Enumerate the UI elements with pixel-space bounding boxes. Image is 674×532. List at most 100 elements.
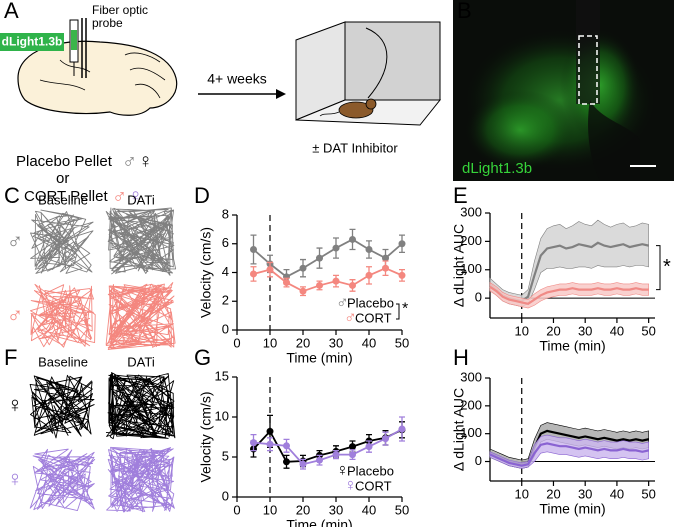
schematic: dLight1.3b Fiber optic probe 4+ weeks ± … <box>0 4 442 207</box>
x-tick-label: 40 <box>610 323 624 338</box>
y-tick-label: 5 <box>222 448 229 463</box>
point <box>266 427 274 435</box>
y-tick-label: 100 <box>460 425 482 440</box>
x-tick-label: 50 <box>641 486 655 501</box>
syringe-fill <box>71 30 77 50</box>
panel-label: A <box>4 0 19 23</box>
x-tick-label: 20 <box>296 335 310 350</box>
histology-label: dLight1.3b <box>462 160 532 177</box>
x-axis-title: Time (min) <box>539 338 605 354</box>
or-label: or <box>56 170 69 187</box>
y-tick-label: 300 <box>460 369 482 384</box>
chart: 0 100 200 300 10 20 30 40 50 Time (min) Δ dLight A… <box>451 204 671 353</box>
point <box>250 246 257 253</box>
sex-symbol: ♀ <box>7 466 24 491</box>
line <box>252 238 403 278</box>
point <box>349 451 356 459</box>
treatment-label: ± DAT Inhibitor <box>312 140 398 155</box>
point <box>365 443 373 451</box>
y-tick-label: 200 <box>460 397 482 412</box>
y-tick-label: 0 <box>475 453 482 468</box>
significance-bracket <box>656 245 661 291</box>
point <box>316 254 323 262</box>
virus-label: dLight1.3b <box>2 35 63 49</box>
point <box>349 281 356 289</box>
panel-label: C <box>4 183 20 208</box>
column-label: Baseline <box>38 192 88 207</box>
sex-symbol: ♀ <box>138 150 153 172</box>
x-tick-label: 10 <box>263 335 277 350</box>
panel-label: E <box>453 183 468 208</box>
column-label: DATi <box>127 354 155 369</box>
x-tick-label: 40 <box>362 502 376 517</box>
point <box>382 435 389 443</box>
placebo-label: Placebo Pellet <box>16 153 113 170</box>
line <box>489 442 649 467</box>
x-tick-label: 30 <box>329 502 343 517</box>
x-tick-label: 0 <box>233 335 240 350</box>
sex-symbol: ♂ <box>112 185 127 207</box>
line <box>253 428 403 466</box>
x-tick-label: 50 <box>395 502 409 517</box>
x-axis-title: Time (min) <box>539 501 605 517</box>
point <box>382 254 389 262</box>
track <box>29 448 96 512</box>
x-tick-label: 40 <box>610 486 624 501</box>
point <box>365 271 373 279</box>
point <box>316 456 323 464</box>
legend-label: CORT <box>355 310 392 325</box>
legend-symbol: ♂ <box>344 307 357 326</box>
significance-bracket <box>396 303 400 320</box>
y-axis-title: Velocity (cm/s) <box>198 391 214 482</box>
x-axis-title: Time (min) <box>286 350 352 366</box>
point <box>299 264 307 272</box>
brain <box>17 40 178 116</box>
track <box>29 374 95 439</box>
panel-label: D <box>194 183 210 208</box>
mouse-head <box>365 98 377 110</box>
duration-label: 4+ weeks <box>207 71 267 87</box>
point <box>382 264 389 272</box>
chart: 0 100 200 300 10 20 30 40 50 Time (min) Δ dLight A… <box>451 369 656 516</box>
chart: 0 5 10 15 0 10 20 30 40 50 Time (min) Velocity (cm/… <box>198 368 410 532</box>
x-tick-label: 10 <box>514 486 528 501</box>
x-tick-label: 20 <box>546 486 560 501</box>
x-tick-label: 10 <box>514 323 528 338</box>
band <box>489 219 649 307</box>
line <box>252 428 403 463</box>
significance-label: * <box>402 301 408 318</box>
y-tick-label: 8 <box>222 206 229 221</box>
track <box>105 372 176 440</box>
brain-folds <box>39 52 166 99</box>
x-axis-title: Time (min) <box>286 517 352 527</box>
point <box>299 287 307 295</box>
histology: dLight1.3b <box>453 0 674 181</box>
chart: 0 2 4 6 8 0 10 20 30 40 50 Time (min) Velocity (cm/s… <box>198 206 410 365</box>
fiber-track <box>576 0 600 104</box>
x-tick-label: 30 <box>329 335 343 350</box>
point <box>250 270 257 278</box>
mouse-tail <box>319 111 340 117</box>
legend-label: CORT <box>355 478 392 493</box>
panel-label: G <box>194 345 211 370</box>
tether <box>365 27 388 99</box>
x-tick-label: 50 <box>641 323 655 338</box>
ventricle <box>588 100 640 181</box>
x-tick-label: 40 <box>362 335 376 350</box>
point <box>299 460 307 468</box>
point <box>266 440 274 448</box>
point <box>283 442 290 450</box>
legend-symbol: ♀ <box>336 460 349 479</box>
sex-symbol: ♂ <box>7 228 24 253</box>
y-tick-label: 300 <box>460 204 482 219</box>
y-axis-title: Velocity (cm/s) <box>198 227 214 318</box>
y-axis-title: Δ dLight AUC <box>451 388 467 471</box>
track <box>106 446 175 513</box>
point <box>332 277 340 285</box>
point <box>349 235 356 243</box>
point <box>283 279 290 287</box>
x-tick-label: 10 <box>263 502 277 517</box>
track <box>30 283 96 348</box>
